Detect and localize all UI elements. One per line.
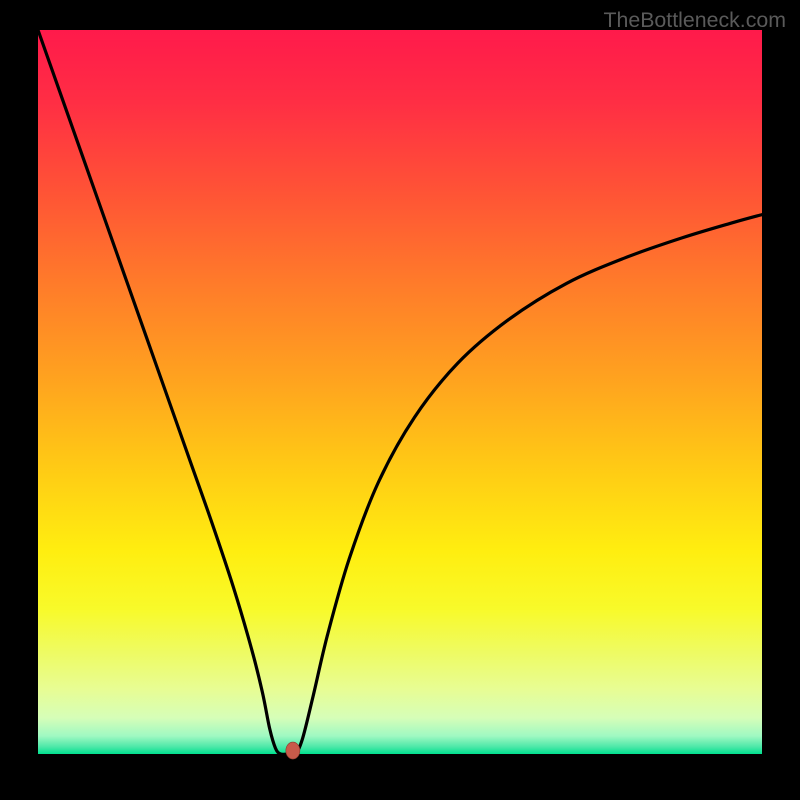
- minimum-marker: [286, 742, 300, 759]
- plot-background-gradient: [38, 30, 762, 754]
- bottleneck-chart: [0, 0, 800, 800]
- chart-container: TheBottleneck.com: [0, 0, 800, 800]
